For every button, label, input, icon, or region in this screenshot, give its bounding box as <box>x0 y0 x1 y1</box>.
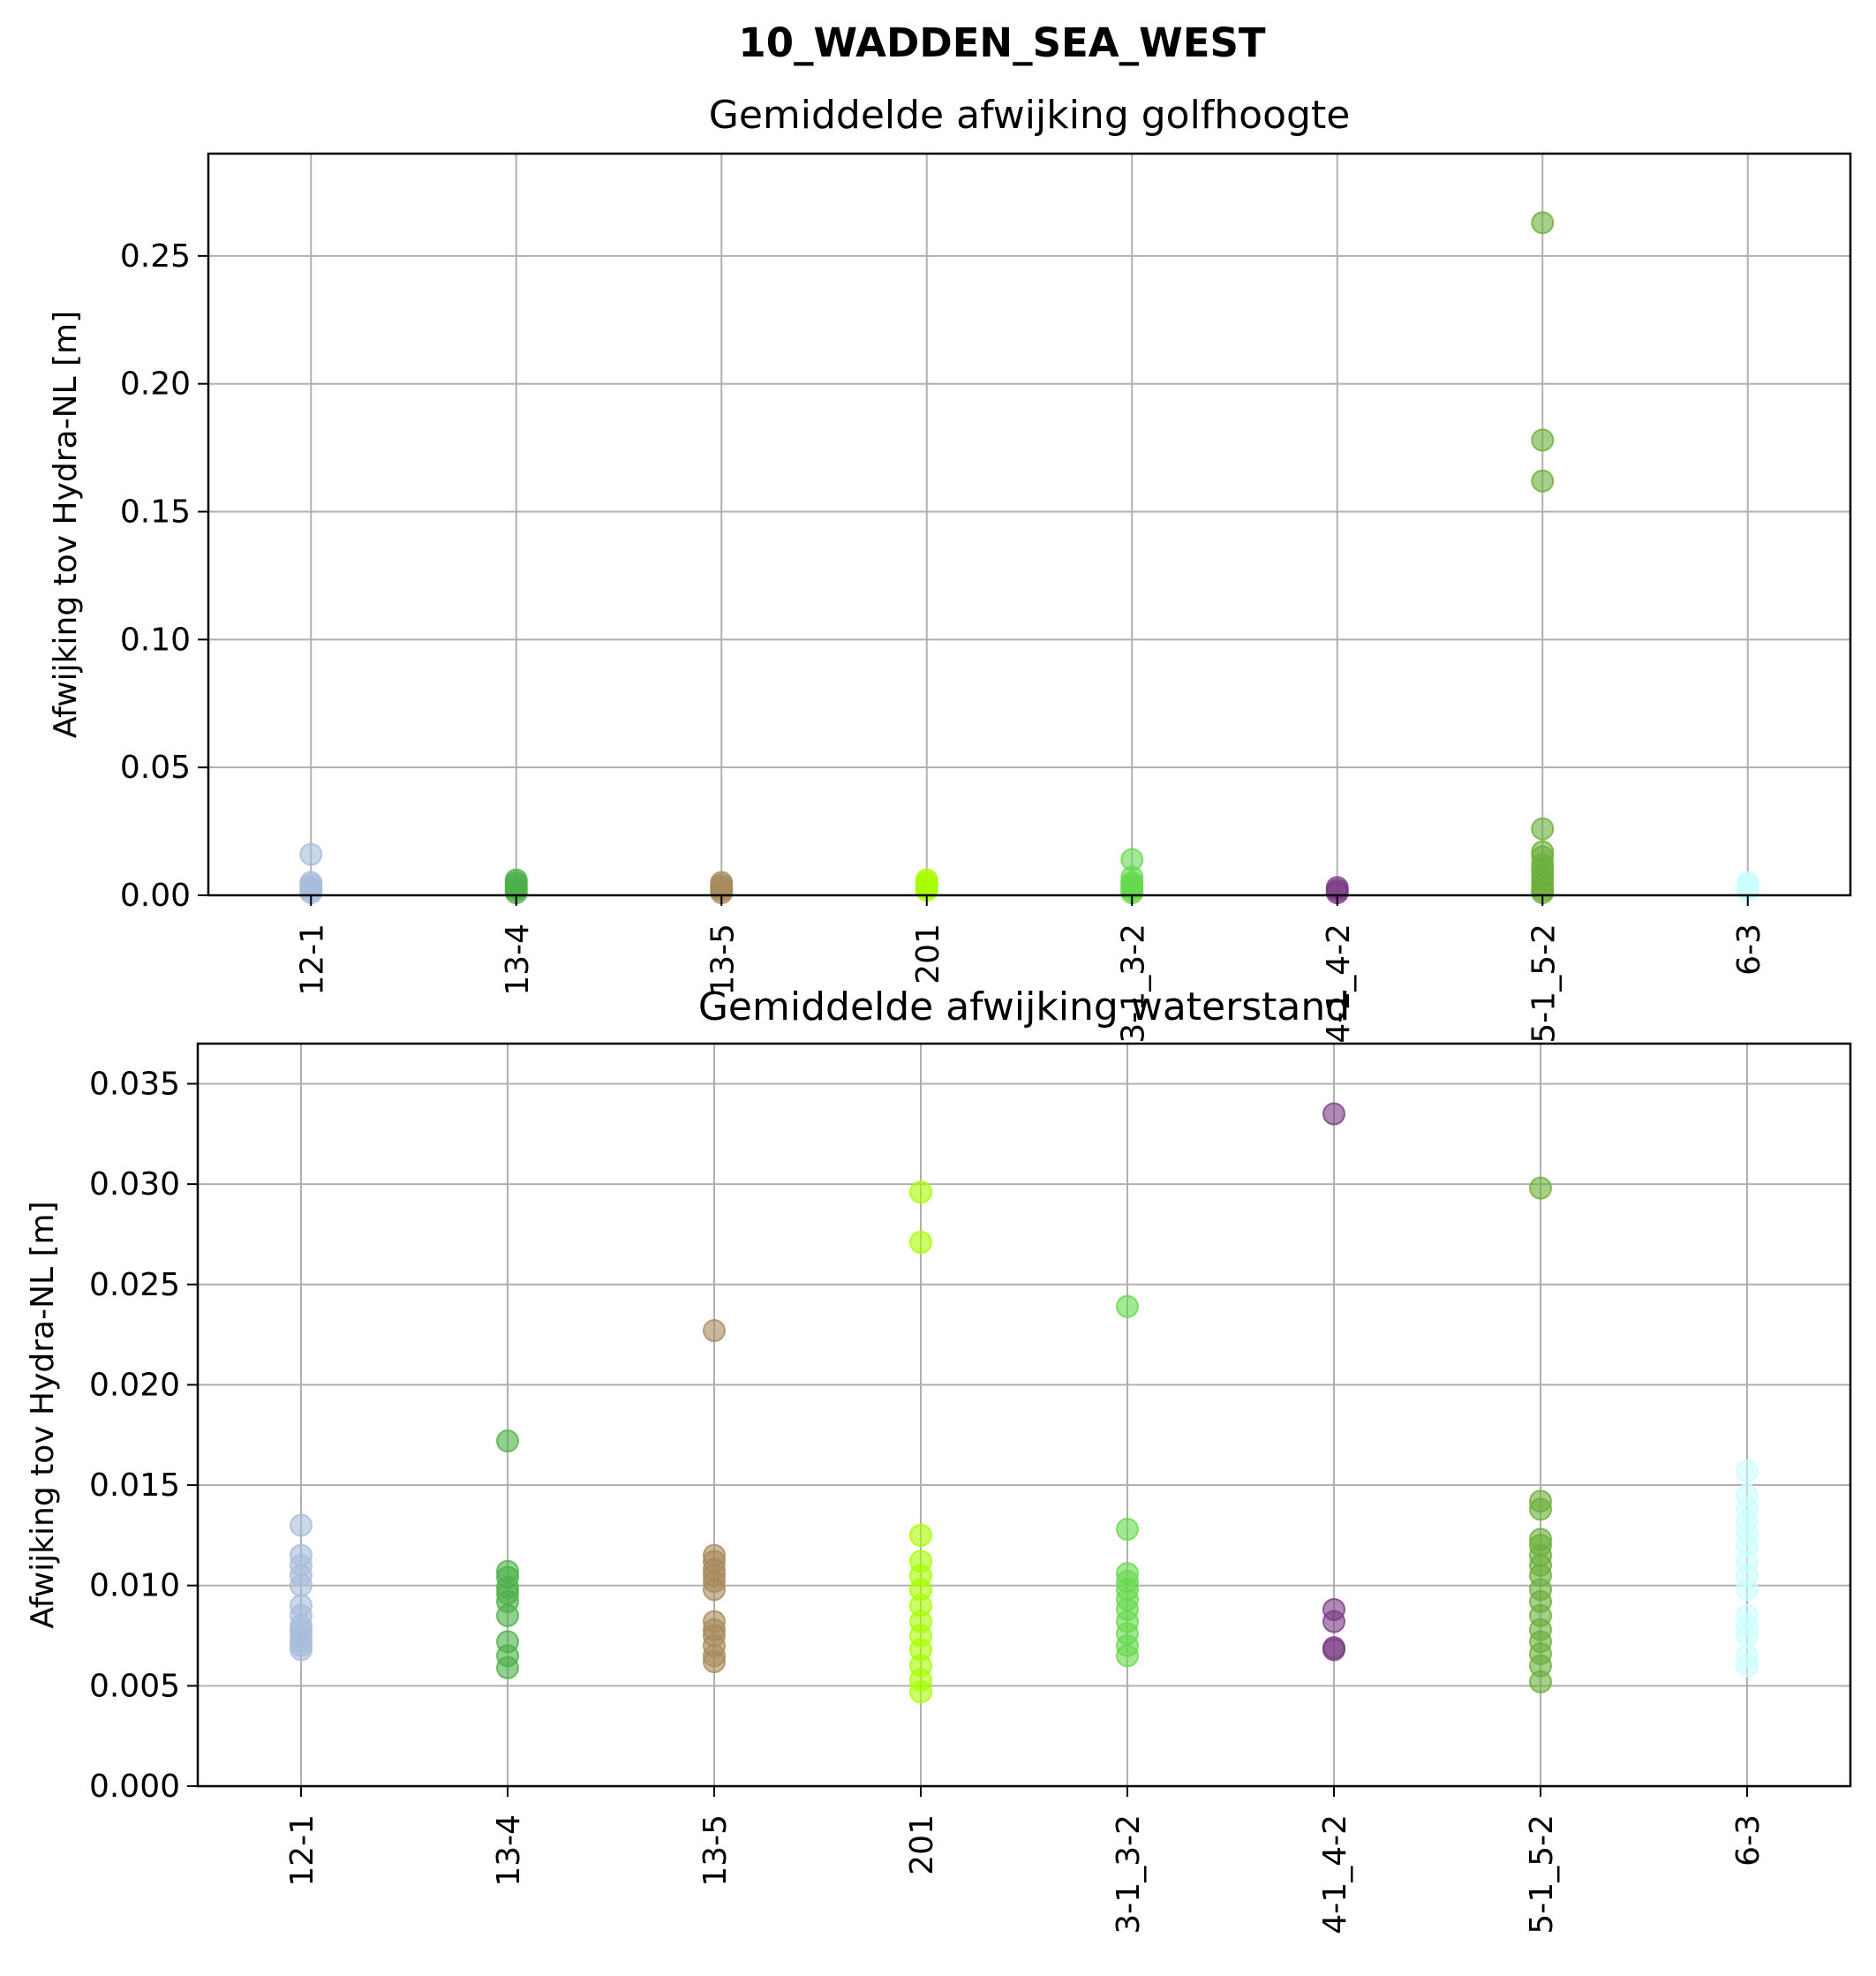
x-tick-label: 13-4 <box>491 1814 527 1887</box>
data-point <box>1531 211 1555 235</box>
subplot-title: Gemiddelde afwijking waterstand <box>698 984 1350 1029</box>
x-tick-label: 4-1_4-2 <box>1321 924 1357 1044</box>
y-tick-label: 0.020 <box>89 1367 180 1403</box>
data-point <box>703 1578 726 1602</box>
data-point <box>496 1603 519 1627</box>
data-point <box>1529 1670 1552 1693</box>
data-point <box>909 1231 932 1255</box>
subplot-title: Gemiddelde afwijking golfhoogte <box>709 93 1351 138</box>
data-point <box>1736 1459 1759 1483</box>
y-tick-label: 0.025 <box>89 1267 180 1303</box>
data-point <box>1116 1294 1139 1318</box>
data-point <box>1736 1624 1759 1648</box>
x-tick-label: 4-1_4-2 <box>1317 1814 1353 1935</box>
y-tick-label: 0.035 <box>89 1066 180 1102</box>
axes-frame <box>196 1042 1852 1788</box>
data-point <box>1736 1578 1759 1602</box>
data-point <box>1116 1518 1139 1542</box>
x-tick-label: 13-5 <box>704 924 741 996</box>
data-point <box>1531 817 1555 841</box>
y-tick-label: 0.25 <box>120 238 191 275</box>
data-point <box>1529 1176 1552 1200</box>
y-tick-label: 0.005 <box>89 1668 180 1704</box>
x-tick-label: 13-4 <box>500 924 536 996</box>
x-tick-label: 12-1 <box>294 924 330 996</box>
x-tick-label: 3-1_3-2 <box>1115 924 1151 1044</box>
x-tick-label: 201 <box>910 924 946 984</box>
figure-suptitle: 10_WADDEN_SEA_WEST <box>738 19 1265 66</box>
data-point <box>290 1573 313 1597</box>
y-axis-label: Afwijking tov Hydra-NL [m] <box>48 311 84 738</box>
data-point <box>1529 1497 1552 1521</box>
x-tick-label: 5-1_5-2 <box>1524 1814 1560 1935</box>
axes-frame <box>207 152 1852 897</box>
x-tick-label: 201 <box>904 1814 940 1875</box>
x-tick-label: 3-1_3-2 <box>1111 1814 1147 1935</box>
data-point <box>290 1513 313 1537</box>
y-axis-label: Afwijking tov Hydra-NL [m] <box>25 1201 61 1628</box>
y-tick-label: 0.20 <box>120 366 191 403</box>
data-point <box>290 1638 313 1662</box>
data-point <box>1322 1610 1345 1633</box>
data-point <box>1531 428 1555 452</box>
x-tick-label: 6-3 <box>1730 1814 1767 1867</box>
data-point <box>909 1180 932 1204</box>
data-point <box>703 1319 726 1343</box>
data-point <box>1322 1638 1345 1662</box>
x-tick-label: 12-1 <box>284 1814 320 1887</box>
data-point <box>496 1429 519 1453</box>
subplot-waterstand: 0.000 0.005 0.010 0.015 0.020 0.025 0.030 0.035… <box>25 984 1852 1935</box>
x-tick-label: 6-3 <box>1731 924 1767 976</box>
y-tick-label: 0.015 <box>89 1467 180 1504</box>
x-tick-label: 5-1_5-2 <box>1526 924 1562 1044</box>
subplot-golfhoogte: 0.00 0.05 0.10 0.15 0.20 0.25 12-1 13-4 13-5 201 3… <box>48 93 1852 1044</box>
y-tick-label: 0.15 <box>120 494 191 531</box>
data-point <box>909 1680 932 1704</box>
data-point <box>1531 469 1555 493</box>
data-point <box>1736 1654 1759 1678</box>
y-tick-label: 0.05 <box>120 750 191 786</box>
x-tick-label: 13-5 <box>697 1814 734 1887</box>
data-point <box>1116 1644 1139 1668</box>
y-tick-label: 0.010 <box>89 1568 180 1604</box>
y-tick-label: 0.000 <box>89 1769 180 1805</box>
data-point <box>703 1650 726 1674</box>
data-point <box>299 842 323 866</box>
data-point <box>496 1655 519 1679</box>
y-tick-label: 0.00 <box>120 878 191 914</box>
y-tick-label: 0.030 <box>89 1166 180 1203</box>
data-point <box>1322 1102 1345 1126</box>
data-point <box>909 1523 932 1547</box>
y-tick-label: 0.10 <box>120 622 191 658</box>
